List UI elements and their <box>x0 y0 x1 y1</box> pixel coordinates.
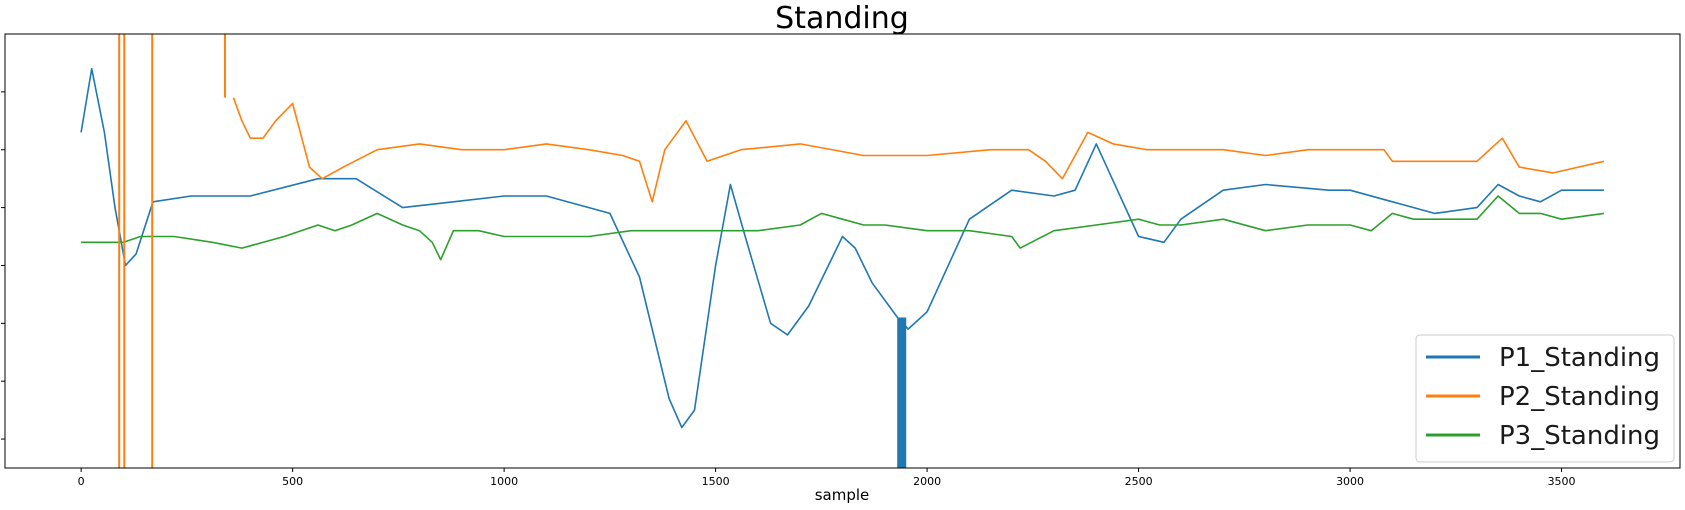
series-line-p3-standing <box>81 195 1605 261</box>
x-tick-label: 2500 <box>1125 475 1153 488</box>
x-axis-label: sample <box>815 486 870 504</box>
series-line-p2-standing <box>232 97 1605 203</box>
x-tick-label: 2000 <box>913 475 941 488</box>
x-tick-label: 1000 <box>490 475 518 488</box>
x-tick-label: 3500 <box>1548 475 1576 488</box>
legend-label-p1-standing: P1_Standing <box>1499 343 1660 373</box>
plot-area <box>80 34 1605 468</box>
chart-title: Standing <box>775 1 909 36</box>
legend-label-p3-standing: P3_Standing <box>1499 421 1660 451</box>
legend-box <box>1415 334 1675 463</box>
series-line-p1-standing <box>80 67 1604 429</box>
x-tick-label: 3000 <box>1336 475 1364 488</box>
x-tick-label: 1500 <box>702 475 730 488</box>
legend: P1_Standing P2_Standing P3_Standing <box>1415 334 1675 463</box>
plot-frame <box>4 33 1681 469</box>
legend-label-p2-standing: P2_Standing <box>1499 382 1660 412</box>
x-tick-label: 500 <box>282 475 303 488</box>
x-tick-label: 0 <box>78 475 85 488</box>
